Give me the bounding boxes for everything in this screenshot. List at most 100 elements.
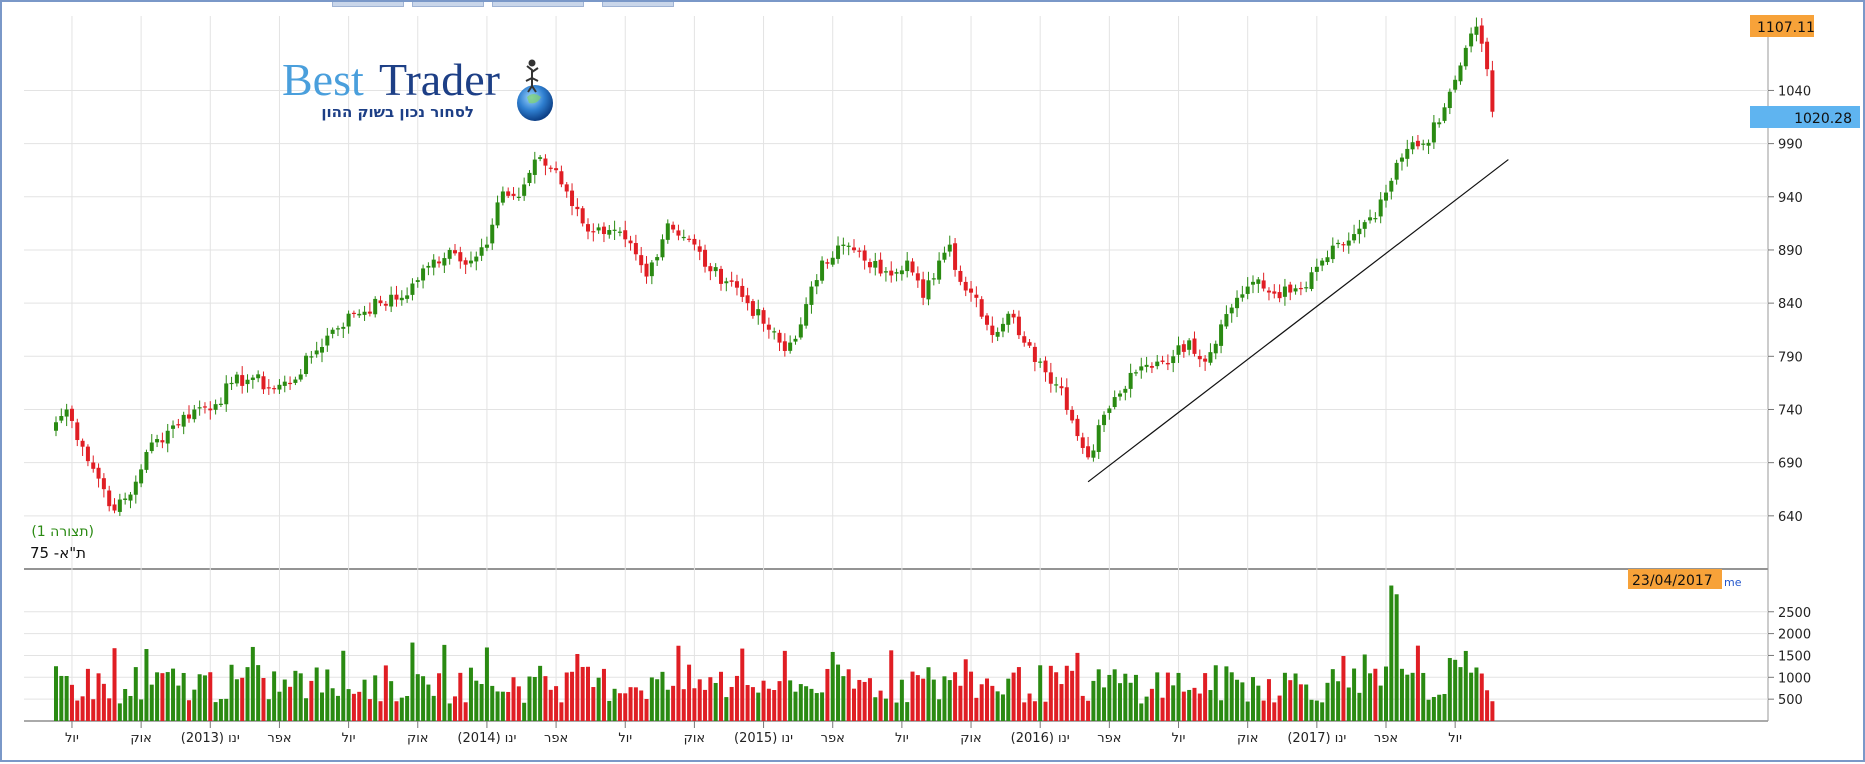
candle-body bbox=[1107, 408, 1112, 413]
top-tab[interactable] bbox=[412, 2, 484, 7]
candle-body bbox=[596, 227, 601, 231]
volume-bar bbox=[628, 687, 633, 721]
figure-icon bbox=[525, 65, 539, 93]
volume-bar bbox=[506, 691, 511, 721]
candle-body bbox=[511, 193, 516, 196]
volume-bar bbox=[1251, 677, 1255, 721]
volume-bar bbox=[272, 671, 277, 721]
volume-bar bbox=[1192, 687, 1197, 721]
price-tick-label: 790 bbox=[1778, 350, 1803, 365]
volume-bar bbox=[64, 676, 69, 721]
candle-body bbox=[85, 446, 90, 462]
volume-bar bbox=[953, 672, 958, 721]
last-price-badge: 1020.28 bbox=[1750, 106, 1860, 128]
candles bbox=[54, 17, 1495, 516]
candle-body bbox=[1011, 313, 1016, 318]
candle-body bbox=[612, 229, 617, 231]
volume-bar bbox=[660, 671, 665, 721]
volume-bar bbox=[484, 647, 489, 721]
candle-body bbox=[969, 288, 974, 293]
candle-body bbox=[883, 271, 888, 273]
volume-bar bbox=[405, 696, 410, 721]
volume-bar bbox=[1458, 667, 1463, 721]
volume-bar bbox=[399, 697, 404, 721]
candle-body bbox=[250, 377, 255, 380]
volume-bar bbox=[985, 678, 989, 721]
candle-body bbox=[1415, 140, 1420, 147]
candle-body bbox=[639, 255, 644, 266]
candle-body bbox=[1139, 366, 1144, 371]
top-tab[interactable] bbox=[492, 2, 584, 7]
candle-body bbox=[1346, 240, 1351, 246]
candle-body bbox=[575, 206, 580, 210]
candle-body bbox=[1075, 418, 1080, 437]
volume-bar bbox=[889, 650, 894, 721]
volume-tick-label: 2500 bbox=[1778, 606, 1811, 621]
candle-body bbox=[1266, 290, 1271, 293]
candle-body bbox=[942, 252, 947, 260]
top-tab[interactable] bbox=[332, 2, 404, 7]
candle-body bbox=[437, 261, 442, 264]
candle-body bbox=[1288, 284, 1293, 293]
volume-bar bbox=[282, 679, 287, 721]
volume-bar bbox=[325, 669, 330, 721]
candle-body bbox=[1272, 291, 1277, 294]
volume-bar bbox=[1474, 667, 1479, 721]
volume-bar bbox=[378, 701, 383, 721]
candle-body bbox=[69, 408, 74, 421]
candle-body bbox=[985, 315, 989, 325]
volume-bar bbox=[607, 700, 612, 721]
price-tick-label: 890 bbox=[1778, 244, 1803, 259]
volume-bar bbox=[1235, 679, 1240, 721]
candle-body bbox=[734, 281, 739, 288]
trendline[interactable] bbox=[1087, 159, 1509, 483]
time-tick-label: אוק bbox=[130, 731, 151, 746]
candle-body bbox=[516, 196, 521, 198]
candle-body bbox=[197, 407, 202, 409]
candle-body bbox=[1399, 157, 1404, 162]
candle-body bbox=[1171, 356, 1176, 364]
top-tab[interactable] bbox=[602, 2, 674, 7]
candle-body bbox=[894, 272, 899, 274]
candle-body bbox=[431, 259, 436, 268]
volume-bar bbox=[1346, 687, 1351, 721]
volume-bar bbox=[1341, 655, 1346, 721]
candle-body bbox=[96, 467, 101, 479]
candle-body bbox=[1080, 437, 1085, 448]
candle-body bbox=[1304, 287, 1309, 289]
volume-bar bbox=[777, 681, 782, 721]
volume-bar bbox=[410, 642, 415, 721]
candle-body bbox=[367, 311, 372, 314]
volume-bar bbox=[112, 648, 117, 721]
volume-bar bbox=[335, 695, 340, 721]
candle-body bbox=[910, 261, 915, 273]
volume-bar bbox=[990, 685, 995, 721]
candle-body bbox=[926, 280, 931, 300]
volume-bar bbox=[314, 667, 319, 721]
candle-body bbox=[463, 260, 468, 265]
candle-body bbox=[862, 250, 867, 261]
time-tick-label: ינו (2015) bbox=[734, 731, 793, 746]
volume-bar bbox=[373, 675, 378, 721]
candle-body bbox=[766, 324, 771, 330]
volume-bar bbox=[1208, 690, 1213, 721]
candle-body bbox=[703, 249, 708, 267]
candle-body bbox=[1362, 222, 1367, 229]
candle-body bbox=[772, 331, 777, 333]
candle-body bbox=[671, 224, 676, 230]
candle-body bbox=[304, 355, 309, 374]
volume-bar bbox=[740, 648, 745, 721]
besttrader-logo: Best Trader לסחור נכון בשוק ההון bbox=[282, 54, 553, 121]
candle-body bbox=[266, 387, 271, 389]
candle-body bbox=[80, 440, 85, 447]
time-tick-label: אפר bbox=[1374, 731, 1398, 746]
volume-bar bbox=[218, 698, 223, 721]
volume-bar bbox=[453, 696, 457, 721]
candle-body bbox=[181, 414, 186, 427]
volume-bar bbox=[969, 671, 974, 721]
volume-bar bbox=[1059, 684, 1064, 721]
candle-body bbox=[149, 442, 154, 452]
candle-body bbox=[410, 283, 415, 295]
volume-bar bbox=[809, 688, 814, 721]
